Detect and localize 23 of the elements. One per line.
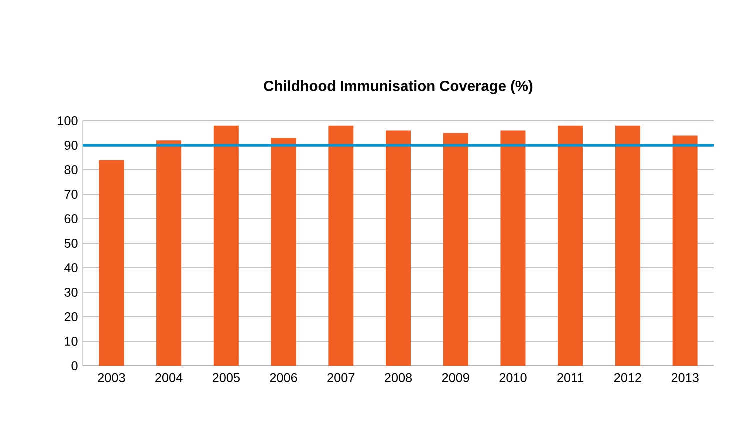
y-tick-label: 20 [64,312,78,322]
x-tick-label: 2008 [385,373,412,382]
x-tick-label: 2010 [500,373,527,382]
x-tick-label: 2003 [98,373,126,382]
x-tick-label: 2013 [672,373,699,382]
x-tick-label: 2005 [212,373,240,382]
x-tick-label: 2009 [442,373,470,382]
y-tick-label: 90 [64,141,78,150]
y-tick-label: 60 [64,214,78,224]
y-tick-label: 10 [65,337,78,346]
y-tick-label: 100 [58,116,78,126]
y-tick-label: 70 [64,190,78,199]
x-tick-label: 2011 [558,373,584,382]
y-tick-label: 0 [72,362,78,370]
chart-title: Childhood Immunisation Coverage (%) [264,80,533,94]
y-tick-label: 40 [64,264,78,272]
x-tick-label: 2004 [156,373,183,382]
y-tick-label: 50 [64,239,78,248]
x-tick-label: 2007 [328,373,355,382]
y-tick-label: 80 [64,166,78,174]
x-tick-label: 2012 [614,373,642,382]
y-tick-label: 30 [64,288,78,297]
x-tick-label: 2006 [270,373,298,382]
